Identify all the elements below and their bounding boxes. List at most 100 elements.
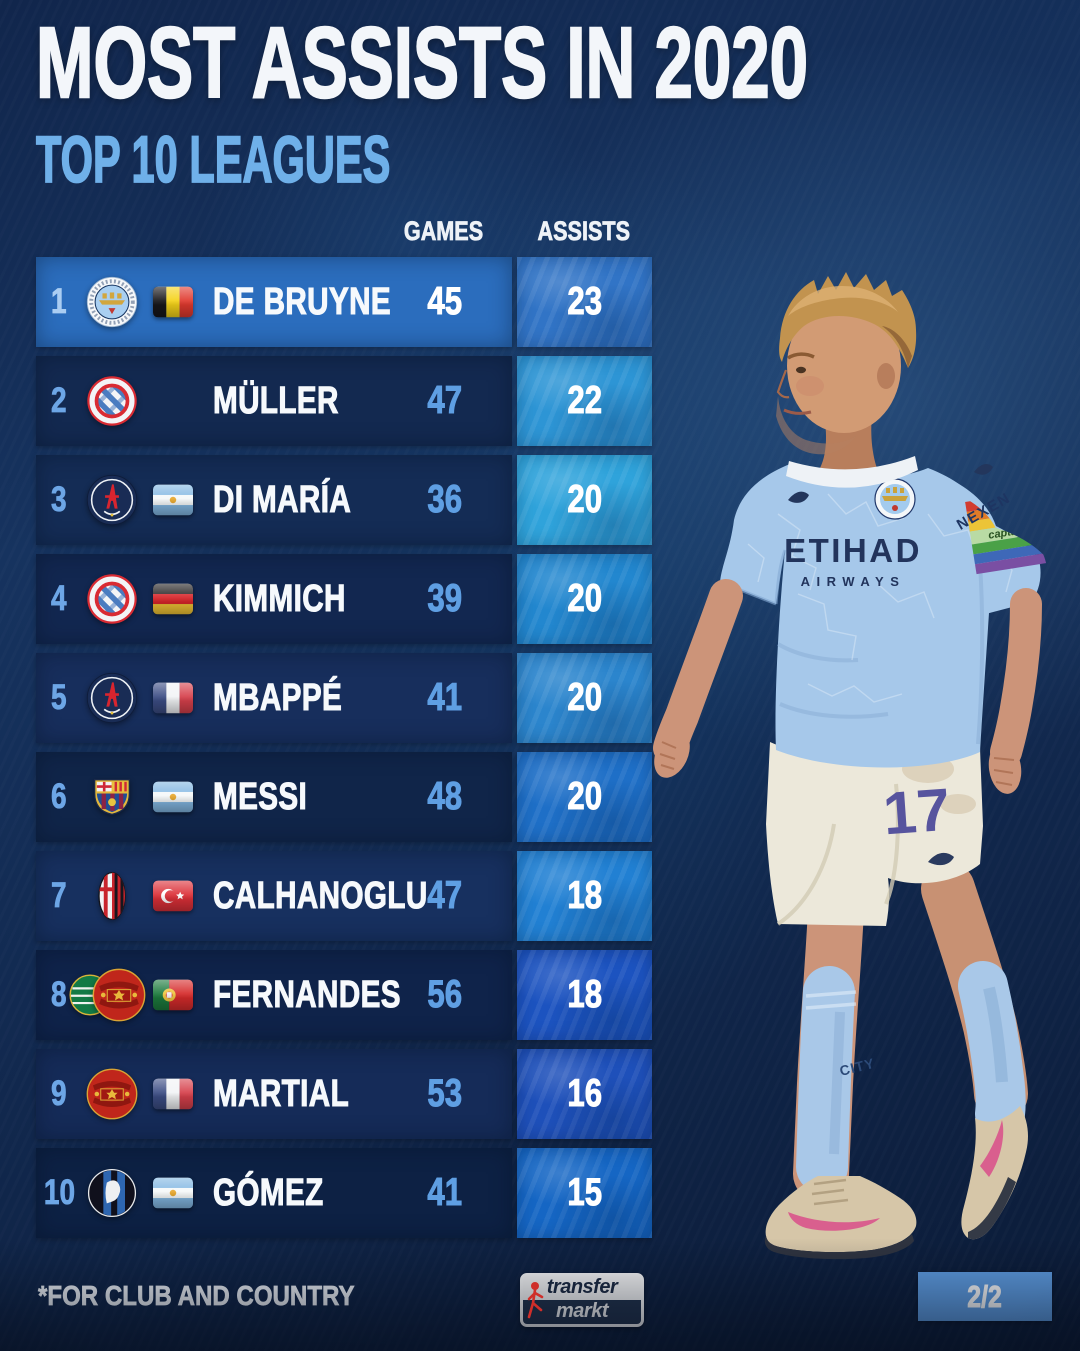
player-name: DI MARÍA [213,478,352,521]
row-main: 2 MÜLLER 47 [36,356,512,446]
footnote: *FOR CLUB AND COUNTRY [38,1280,355,1312]
shorts-number: 17 [881,776,952,847]
assists-cell: 18 [517,950,652,1040]
row-main: 8 FERNANDES 56 [36,950,512,1040]
row-main: 4 KIMMICH 39 [36,554,512,644]
table-row: 6 MESSI 48 20 [36,752,652,842]
row-main: 9 MARTIAL 53 [36,1049,512,1139]
assists-value: 16 [567,1072,603,1116]
games-value: 36 [427,478,463,522]
rank: 6 [51,777,67,817]
left-boot [765,1176,917,1253]
assists-value: 20 [567,577,603,621]
player-name: MESSI [213,775,308,818]
row-main: 3 DI MARÍA 36 [36,455,512,545]
games-value: 39 [427,577,463,621]
rank: 1 [51,282,67,322]
table-row: 9 MARTIAL 53 16 [36,1049,652,1139]
club-logo-bayern-munich [86,573,138,625]
right-boot [961,1106,1028,1240]
player-name: CALHANOGLU [213,874,428,917]
flag-argentina [153,1177,193,1209]
player-name: DE BRUYNE [213,280,392,323]
player-name: FERNANDES [213,973,401,1016]
assists-value: 20 [567,478,603,522]
row-main: 5 MBAPPÉ 41 [36,653,512,743]
club-logo-barcelona [86,771,138,823]
player-name: MÜLLER [213,379,339,422]
kicker-figure-icon [527,1282,544,1319]
assists-value: 22 [567,379,603,423]
table-row: 5 MBAPPÉ 41 20 [36,653,652,743]
puma-logo-chest [788,491,809,503]
flag-turkey [153,880,193,912]
club-logo-bayern-munich [86,375,138,427]
rank: 9 [51,1074,67,1114]
flag-belgium [153,286,193,318]
club-logo-manchester-city [86,276,138,328]
page-subtitle: TOP 10 LEAGUES [35,122,391,196]
player-name: MARTIAL [213,1072,350,1115]
assists-value: 18 [567,973,603,1017]
row-main: 1 DE BRUYNE 45 [36,257,512,347]
player-name: GÓMEZ [213,1171,324,1214]
column-header-games: GAMES [404,216,484,247]
games-value: 47 [427,874,463,918]
games-value: 41 [427,676,463,720]
assists-value: 20 [567,775,603,819]
assists-cell: 20 [517,554,652,644]
flag-france [153,682,193,714]
player-photo: CITY 17 [653,272,1050,1260]
club-logo-psg [86,672,138,724]
player-head [776,272,917,455]
rank: 8 [51,975,67,1015]
games-value: 48 [427,775,463,819]
assists-value: 23 [567,280,603,324]
page-title: MOST ASSISTS IN 2020 [35,7,809,119]
flag-germany [153,583,193,615]
table-row: 7 CALHANOGLU 47 18 [36,851,652,941]
games-value: 41 [427,1171,463,1215]
rank: 7 [51,876,67,916]
player-name: KIMMICH [213,577,346,620]
jersey-crest [874,478,916,520]
table-row: 8 FERNANDES 56 18 [36,950,652,1040]
games-value: 47 [427,379,463,423]
assists-cell: 16 [517,1049,652,1139]
puma-logo-shoulder [974,464,993,475]
assists-cell: 20 [517,653,652,743]
table-row: 2 MÜLLER 47 22 [36,356,652,446]
assists-cell: 20 [517,752,652,842]
assists-cell: 23 [517,257,652,347]
table-row: 4 KIMMICH 39 20 [36,554,652,644]
games-value: 56 [427,973,463,1017]
table-row: 3 DI MARÍA 36 20 [36,455,652,545]
page-indicator-badge: 2/2 [918,1272,1052,1321]
transfermarkt-logo: transfer markt [520,1273,644,1327]
games-value: 53 [427,1072,463,1116]
rank: 10 [43,1173,75,1213]
rank: 3 [51,480,67,520]
jersey [720,464,994,768]
row-main: 10 GÓMEZ 41 [36,1148,512,1238]
rank: 4 [51,579,67,619]
assists-value: 18 [567,874,603,918]
assists-cell: 22 [517,356,652,446]
club-logo-manchester-united [92,968,146,1022]
club-logo-ac-milan [86,870,138,922]
shorts [766,742,983,926]
assists-cell: 20 [517,455,652,545]
table-row: 1 DE BRUYNE 45 23 [36,257,652,347]
table-row: 10 GÓMEZ 41 15 [36,1148,652,1238]
club-logo-atalanta [86,1167,138,1219]
rank: 5 [51,678,67,718]
club-logo-manchester-united [86,1068,138,1120]
assists-cell: 18 [517,851,652,941]
assists-value: 15 [567,1171,603,1215]
jersey-sponsor-sub: AIRWAYS [801,574,906,589]
row-main: 6 MESSI 48 [36,752,512,842]
column-header-assists: ASSISTS [537,216,631,247]
player-name: MBAPPÉ [213,676,343,719]
assists-cell: 15 [517,1148,652,1238]
